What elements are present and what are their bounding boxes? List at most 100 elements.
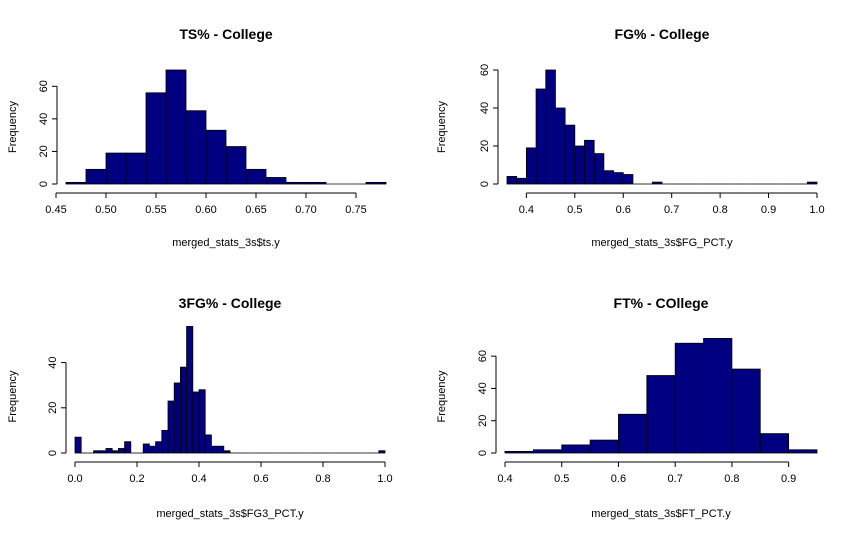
- histogram-bar: [365, 181, 387, 185]
- histogram-bar: [125, 152, 147, 185]
- x-tick-label: 0.6: [253, 473, 268, 485]
- x-tick-label: 0.9: [781, 473, 796, 485]
- x-tick-label: 0.4: [497, 473, 512, 485]
- x-axis-label: merged_stats_3s$ts.y: [172, 237, 280, 249]
- x-tick-label: 0.8: [724, 473, 739, 485]
- histogram-bar: [788, 449, 818, 454]
- y-tick-label: 60: [479, 64, 491, 76]
- histogram-panel: 0.4 0.5 0.6 0.7 0.8 0.9 1.0 0 20 40 60 FG% - Colleg…: [436, 26, 825, 249]
- histogram-bar: [210, 445, 218, 454]
- histogram-bar: [105, 152, 127, 185]
- y-tick-label: 20: [38, 145, 50, 157]
- histogram-bar: [225, 146, 247, 185]
- histogram-panel: 0.4 0.5 0.6 0.7 0.8 0.9 0 20 40 60 FT% - COllege me…: [436, 295, 818, 520]
- histogram-bar: [74, 436, 82, 454]
- x-axis-label: merged_stats_3s$FT_PCT.y: [591, 508, 731, 520]
- x-tick-label: 0.8: [315, 473, 330, 485]
- x-tick-label: 0.65: [245, 204, 266, 216]
- histogram-panel: 0.45 0.50 0.55 0.60 0.65 0.70 0.75 0 20 40 60 TS% -…: [7, 26, 387, 249]
- x-tick-label: 0.6: [611, 473, 626, 485]
- histogram-bar: [622, 174, 634, 185]
- histogram-bar: [532, 449, 563, 454]
- histogram-bar: [161, 429, 169, 454]
- histogram-bar: [204, 434, 212, 454]
- histogram-bar: [806, 181, 818, 185]
- y-axis-label: Frequency: [7, 101, 19, 153]
- y-tick-label: 60: [477, 350, 489, 362]
- y-tick-label: 20: [477, 415, 489, 427]
- histogram-bar: [124, 441, 132, 454]
- y-tick-label: 0: [479, 181, 491, 187]
- histogram-bar: [593, 153, 605, 185]
- histogram-bar: [142, 443, 150, 454]
- histogram-bar: [545, 69, 556, 185]
- y-tick-label: 40: [479, 102, 491, 114]
- histogram-bar: [506, 175, 518, 185]
- x-tick-label: 0.8: [712, 204, 727, 216]
- histogram-bar: [504, 450, 534, 454]
- histogram-bar: [185, 110, 207, 185]
- histogram-bar: [703, 337, 733, 454]
- histogram-bar: [674, 342, 704, 454]
- histogram-bar: [618, 413, 648, 454]
- x-axis-label: merged_stats_3s$FG3_PCT.y: [156, 508, 304, 520]
- chart-title: 3FG% - College: [179, 295, 282, 311]
- x-tick-label: 0.7: [668, 473, 683, 485]
- histogram-bar: [646, 375, 676, 454]
- x-tick-label: 0.55: [145, 204, 166, 216]
- histogram-bar: [65, 181, 87, 185]
- histogram-bar: [105, 448, 113, 454]
- y-tick-label: 40: [477, 382, 489, 394]
- histogram-bar: [85, 168, 107, 185]
- histogram-bar: [223, 450, 231, 454]
- histogram-bar: [111, 450, 119, 454]
- y-axis-label: Frequency: [436, 101, 448, 153]
- histogram-bar: [516, 177, 527, 185]
- x-tick-label: 0.4: [191, 473, 206, 485]
- histogram-bar: [167, 400, 175, 454]
- histogram-bar: [613, 172, 624, 185]
- histogram-bar: [378, 450, 386, 454]
- histogram-bar: [561, 444, 591, 454]
- histogram-bar: [186, 326, 194, 454]
- chart-title: TS% - College: [179, 26, 273, 42]
- histogram-bar: [525, 147, 537, 185]
- x-tick-label: 1.0: [809, 204, 824, 216]
- y-tick-label: 0: [477, 450, 489, 456]
- histogram-bar: [535, 88, 547, 185]
- histogram-bar: [265, 177, 287, 185]
- x-tick-label: 0.5: [554, 473, 569, 485]
- histogram-bar: [574, 145, 585, 185]
- x-tick-label: 0.6: [616, 204, 631, 216]
- x-tick-label: 0.0: [67, 473, 82, 485]
- histogram-bar: [285, 181, 307, 185]
- histogram-bar: [217, 445, 225, 454]
- histogram-bar: [584, 139, 595, 185]
- histogram-bar: [192, 391, 200, 454]
- x-tick-label: 0.4: [519, 204, 534, 216]
- y-tick-label: 60: [38, 80, 50, 92]
- y-tick-label: 40: [38, 113, 50, 125]
- histogram-bar: [305, 181, 327, 185]
- histogram-bar: [179, 366, 187, 454]
- histogram-bar: [759, 433, 790, 454]
- y-axis-label: Frequency: [7, 370, 19, 422]
- x-tick-label: 0.2: [129, 473, 144, 485]
- histogram-bar: [148, 445, 156, 454]
- histogram-bar: [245, 168, 267, 185]
- y-tick-label: 0: [47, 450, 59, 456]
- y-tick-label: 40: [47, 356, 59, 368]
- histogram-bar: [603, 170, 614, 185]
- histogram-bar: [555, 107, 566, 185]
- histogram-bar: [99, 450, 107, 454]
- histogram-panel: 0.0 0.2 0.4 0.6 0.8 1.0 0 20 40 3FG% - College mer…: [7, 295, 393, 520]
- histogram-bar: [155, 441, 163, 454]
- y-tick-label: 20: [47, 402, 59, 414]
- histogram-bar: [198, 389, 206, 454]
- x-tick-label: 0.70: [295, 204, 316, 216]
- x-tick-label: 0.7: [664, 204, 679, 216]
- histogram-bar: [731, 368, 761, 454]
- chart-title: FT% - COllege: [614, 295, 709, 311]
- histogram-bar: [205, 129, 227, 185]
